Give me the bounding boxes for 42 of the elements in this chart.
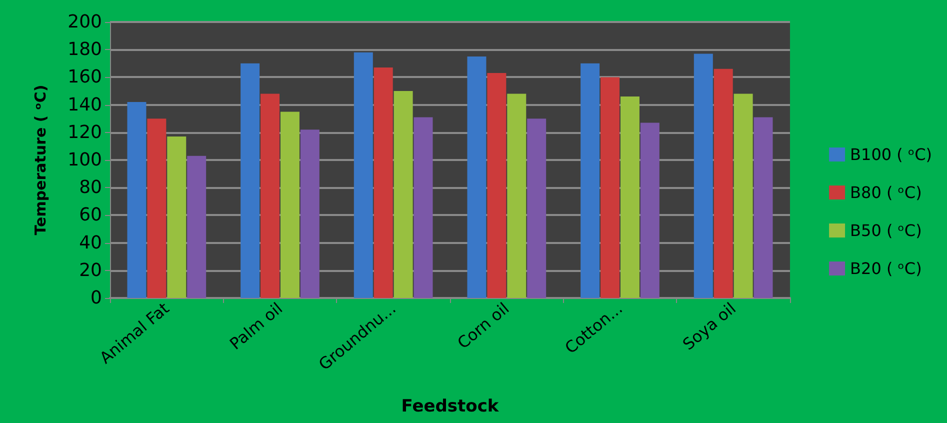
bar <box>734 94 753 298</box>
legend-label: B100 ( ᵒC) <box>850 145 932 164</box>
y-tick-label: 20 <box>79 260 102 281</box>
y-tick-label: 140 <box>68 94 102 116</box>
bar <box>374 68 393 298</box>
bar <box>414 117 433 298</box>
y-axis-title: Temperature ( ᵒC) <box>32 84 50 236</box>
y-tick-label: 0 <box>90 288 102 308</box>
x-axis-title: Feedstock <box>401 396 500 416</box>
bar <box>580 63 600 298</box>
y-tick-label: 200 <box>68 12 102 32</box>
bar <box>300 130 320 298</box>
x-tick-label: Corn oil <box>454 298 513 353</box>
bar <box>507 94 526 298</box>
legend-label: B50 ( ᵒC) <box>850 221 922 240</box>
bar <box>354 52 373 298</box>
legend-label: B20 ( ᵒC) <box>850 259 922 278</box>
bar <box>187 156 206 298</box>
y-tick-label: 120 <box>68 122 102 143</box>
bar <box>600 77 620 298</box>
bar <box>487 73 506 298</box>
bar <box>714 68 733 298</box>
y-tick-label: 40 <box>79 232 102 254</box>
legend-label: B80 ( ᵒC) <box>850 183 922 202</box>
bar <box>147 118 166 298</box>
y-tick-label: 60 <box>79 204 102 226</box>
bar <box>394 91 413 298</box>
bar <box>280 112 300 298</box>
bar <box>240 63 260 298</box>
bar <box>640 122 660 298</box>
bar <box>527 118 546 298</box>
bar <box>167 136 186 298</box>
bar <box>694 54 713 298</box>
bar <box>467 56 486 298</box>
bar <box>754 117 773 298</box>
bar <box>620 96 640 298</box>
y-tick-label: 80 <box>79 177 102 198</box>
y-tick-label: 180 <box>68 39 102 60</box>
bar <box>127 102 146 298</box>
y-tick-label: 100 <box>68 150 102 170</box>
y-tick-label: 160 <box>68 66 102 88</box>
bar <box>260 94 280 298</box>
